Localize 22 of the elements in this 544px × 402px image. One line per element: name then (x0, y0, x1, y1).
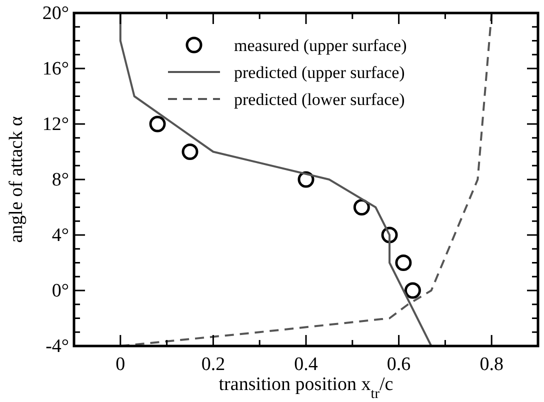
point (182, 144, 198, 160)
point (404, 282, 421, 299)
x-tick-label: 0.4 (294, 354, 318, 375)
y-tick-label: 12° (42, 114, 69, 135)
y-tick-label: 4° (52, 225, 69, 246)
x-tick-label: 0.2 (201, 354, 226, 375)
legend-label: predicted (lower surface) (234, 90, 405, 109)
x-tick-label: 0.8 (480, 354, 504, 375)
y-tick-label: 8° (52, 170, 69, 190)
legend-label: predicted (upper surface) (234, 63, 405, 82)
y-tick-label: 16° (42, 58, 69, 80)
x-tick-label: 0.6 (386, 354, 411, 375)
y-axis-title: angle of attack α (6, 116, 27, 243)
x-axis-title: transition position x$_{tr}$/c (218, 374, 394, 402)
legend-label: measured (upper surface) (234, 36, 407, 55)
y-tick-label: 0° (52, 280, 69, 302)
point (381, 226, 398, 244)
y-tick-label: -4° (46, 336, 69, 357)
point (149, 116, 166, 132)
x-tick-label: 0 (116, 354, 126, 375)
point (395, 254, 412, 271)
y-tick-label: 20° (42, 3, 69, 24)
